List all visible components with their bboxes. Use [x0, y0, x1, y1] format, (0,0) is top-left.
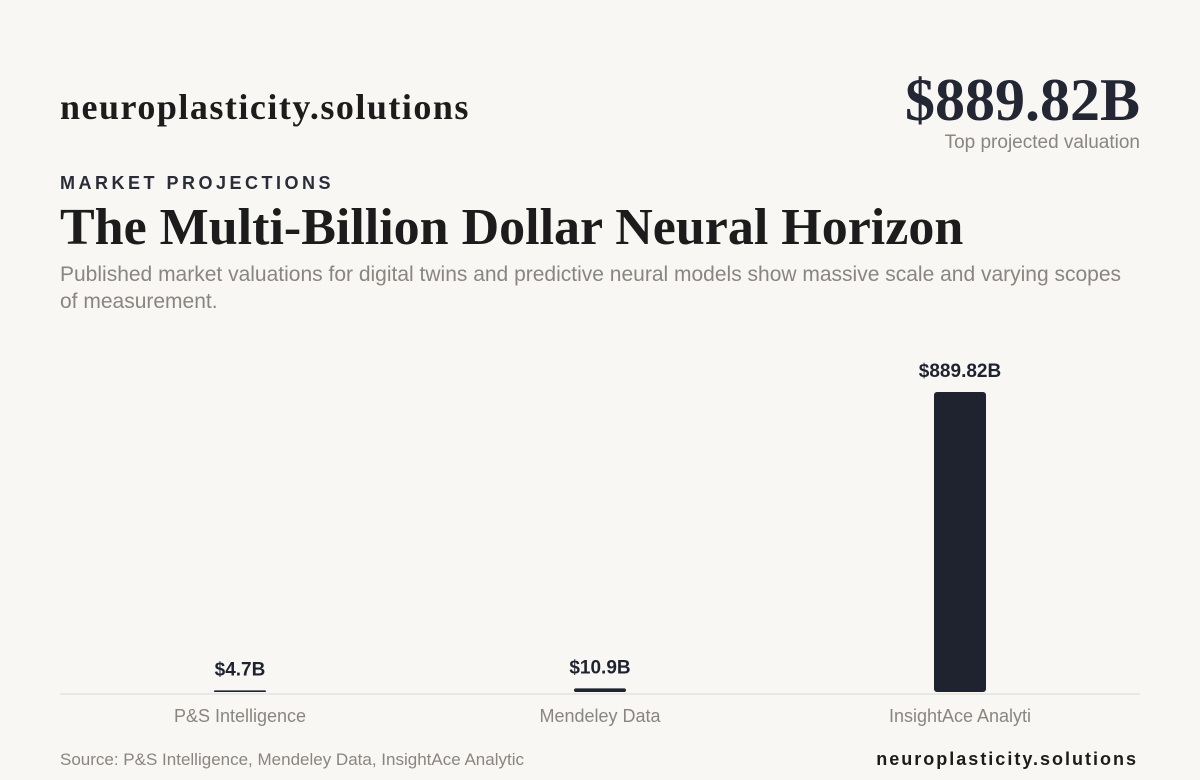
value-label: $889.82B — [919, 361, 1001, 382]
value-label: $10.9B — [569, 657, 630, 678]
footer-brand: neuroplasticity.solutions — [876, 749, 1138, 769]
kicker: MARKET PROJECTIONS — [60, 173, 335, 193]
source: Source: P&S Intelligence, Mendeley Data,… — [60, 750, 524, 769]
x-tick-label: P&S Intelligence — [174, 706, 306, 726]
subtitle: Published market valuations for digital … — [60, 263, 1122, 313]
stat-caption: Top projected valuation — [944, 132, 1140, 153]
bar — [574, 688, 626, 692]
x-tick-label: Mendeley Data — [539, 706, 661, 726]
value-label: $4.7B — [215, 659, 266, 680]
bar — [214, 690, 266, 692]
title: The Multi-Billion Dollar Neural Horizon — [60, 199, 964, 256]
headline-stat: $889.82B — [904, 67, 1140, 133]
x-tick-label: InsightAce Analyti — [889, 706, 1031, 726]
bar — [934, 392, 986, 692]
brand: neuroplasticity.solutions — [60, 87, 470, 127]
chart: P&S Intelligence $4.7B Mendeley Data $10.9B… — [60, 361, 1140, 726]
